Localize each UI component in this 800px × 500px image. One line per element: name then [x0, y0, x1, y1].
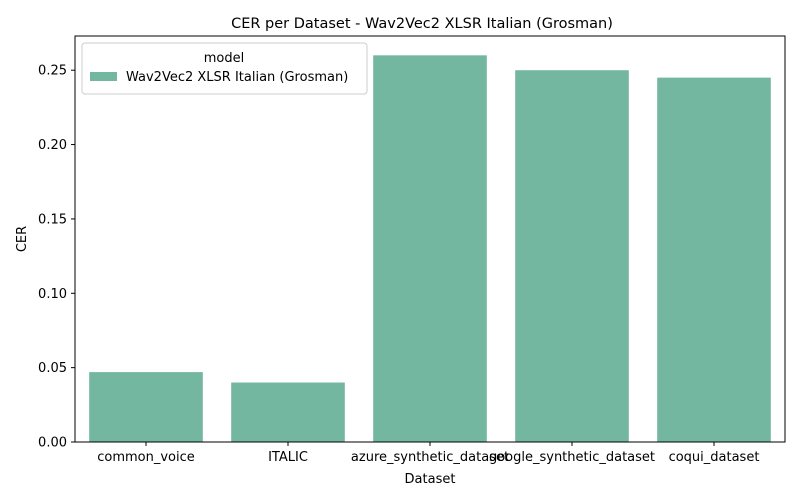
y-axis-label: CER: [15, 226, 30, 252]
x-axis: common_voice ITALIC azure_synthetic_datase…: [97, 442, 759, 465]
y-tick-label: 0.20: [38, 138, 67, 153]
bar: [373, 55, 487, 442]
x-tick-label: google_synthetic_dataset: [489, 450, 655, 465]
bar: [231, 382, 345, 442]
y-tick-label: 0.10: [38, 287, 67, 302]
y-tick-label: 0.25: [38, 64, 67, 79]
legend: model Wav2Vec2 XLSR Italian (Grosman): [81, 42, 368, 95]
legend-box: [81, 42, 368, 95]
bars-group: [89, 55, 771, 443]
y-tick-label: 0.15: [38, 212, 67, 227]
x-tick-label: common_voice: [97, 450, 195, 465]
y-tick-label: 0.05: [38, 361, 67, 376]
plot-frame: [74, 35, 786, 443]
x-tick-label: azure_synthetic_dataset: [351, 450, 509, 465]
x-tick-label: ITALIC: [268, 450, 308, 465]
chart-title: CER per Dataset - Wav2Vec2 XLSR Italian …: [231, 16, 613, 32]
bar: [515, 70, 629, 442]
x-axis-label: Dataset: [405, 472, 456, 487]
bar: [89, 372, 203, 442]
y-axis: 0.00 0.05 0.10 0.15 0.20 0.25: [38, 64, 75, 451]
y-tick-label: 0.00: [38, 436, 67, 451]
legend-title: model: [204, 51, 244, 66]
legend-swatch: [90, 72, 117, 81]
bar: [657, 77, 771, 443]
x-tick-label: coqui_dataset: [669, 450, 760, 465]
legend-entry: Wav2Vec2 XLSR Italian (Grosman): [126, 70, 348, 85]
